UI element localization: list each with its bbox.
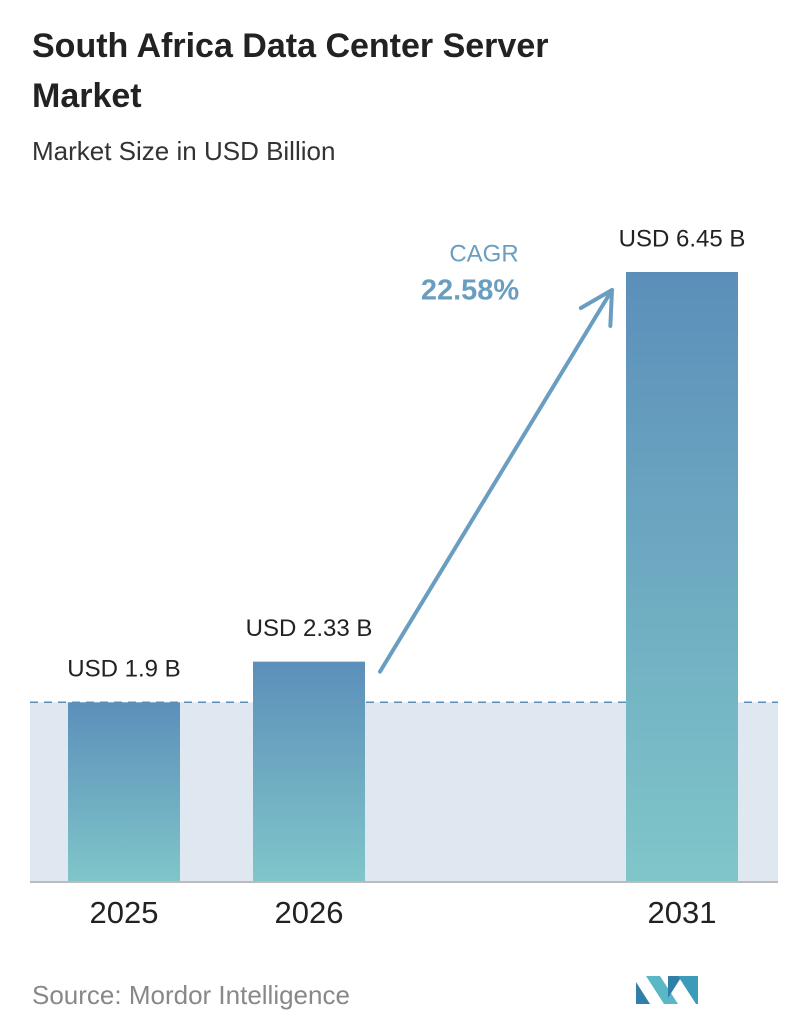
bar <box>626 272 738 882</box>
source: Source: Mordor Intelligence <box>32 980 350 1010</box>
bar <box>253 661 365 882</box>
x-tick-label: 2026 <box>275 895 344 930</box>
x-tick-label: 2031 <box>648 895 717 930</box>
cagr-label: CAGR <box>449 240 518 267</box>
bar <box>68 702 180 882</box>
data-label: USD 6.45 B <box>619 225 746 252</box>
cagr-arrow <box>378 288 614 674</box>
chart-subtitle: Market Size in USD Billion <box>32 136 335 166</box>
chart-title: South Africa Data Center Server Market <box>32 27 548 115</box>
data-label: USD 1.9 B <box>67 656 180 683</box>
cagr-value: 22.58% <box>421 275 520 307</box>
logo <box>636 976 698 1004</box>
data-label: USD 2.33 B <box>246 615 373 642</box>
x-tick-label: 2025 <box>90 895 159 930</box>
cagr-arrow-head <box>578 288 614 328</box>
